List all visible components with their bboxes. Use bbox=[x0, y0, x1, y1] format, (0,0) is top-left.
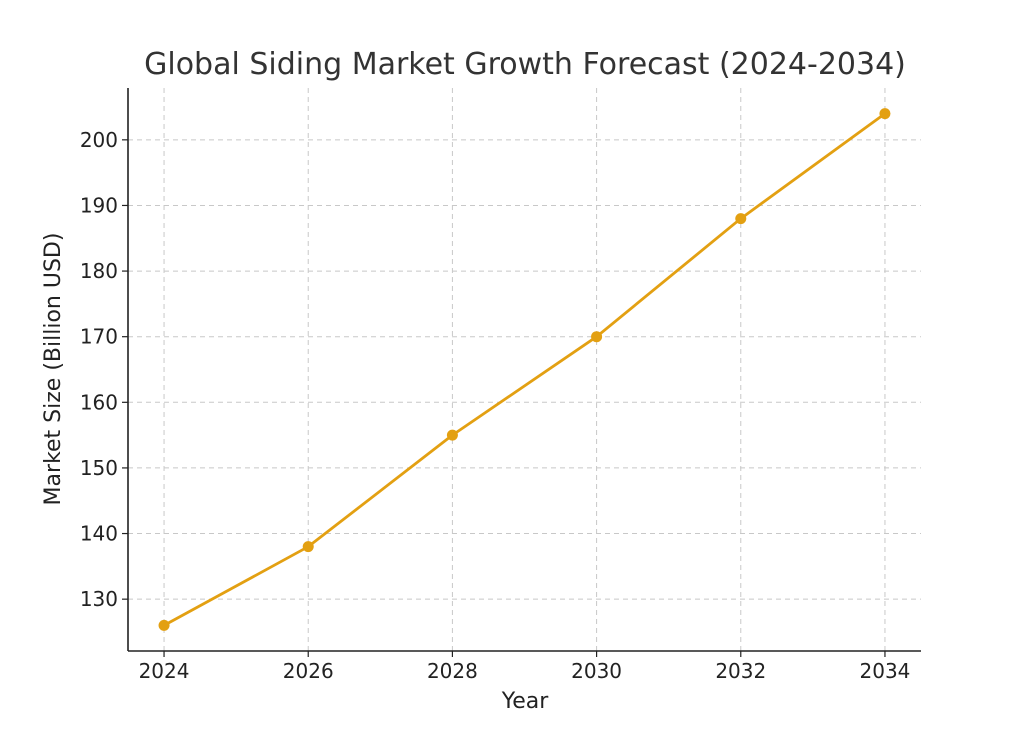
y-tick-label: 140 bbox=[80, 522, 118, 546]
series-line bbox=[162, 112, 887, 627]
y-tick-label: 160 bbox=[80, 390, 118, 414]
data-series bbox=[158, 108, 891, 631]
y-tick-label: 190 bbox=[80, 193, 118, 217]
data-point bbox=[302, 541, 314, 553]
data-point bbox=[879, 108, 891, 120]
x-axis-label: Year bbox=[501, 689, 550, 714]
grid bbox=[128, 88, 921, 651]
data-point bbox=[591, 331, 603, 343]
data-point bbox=[446, 429, 458, 441]
x-tick-label: 2034 bbox=[860, 659, 911, 683]
chart-title: Global Siding Market Growth Forecast (20… bbox=[144, 47, 906, 82]
x-tick-label: 2024 bbox=[139, 659, 190, 683]
y-tick-label: 200 bbox=[80, 128, 118, 152]
y-tick-label: 180 bbox=[80, 259, 118, 283]
data-point bbox=[735, 213, 747, 225]
axes bbox=[127, 88, 921, 652]
x-tick-label: 2028 bbox=[427, 659, 478, 683]
y-tick-label: 170 bbox=[80, 325, 118, 349]
x-tick-label: 2030 bbox=[571, 659, 622, 683]
y-axis-ticks: 130 140 150 160 170 180 190 200 bbox=[80, 128, 128, 611]
y-tick-label: 130 bbox=[80, 587, 118, 611]
data-point bbox=[158, 619, 170, 631]
y-axis-label: Market Size (Billion USD) bbox=[41, 233, 66, 506]
x-axis-ticks: 2024 2026 2028 2030 2032 2034 bbox=[139, 651, 911, 683]
x-tick-label: 2032 bbox=[715, 659, 766, 683]
x-tick-label: 2026 bbox=[283, 659, 334, 683]
y-tick-label: 150 bbox=[80, 456, 118, 480]
